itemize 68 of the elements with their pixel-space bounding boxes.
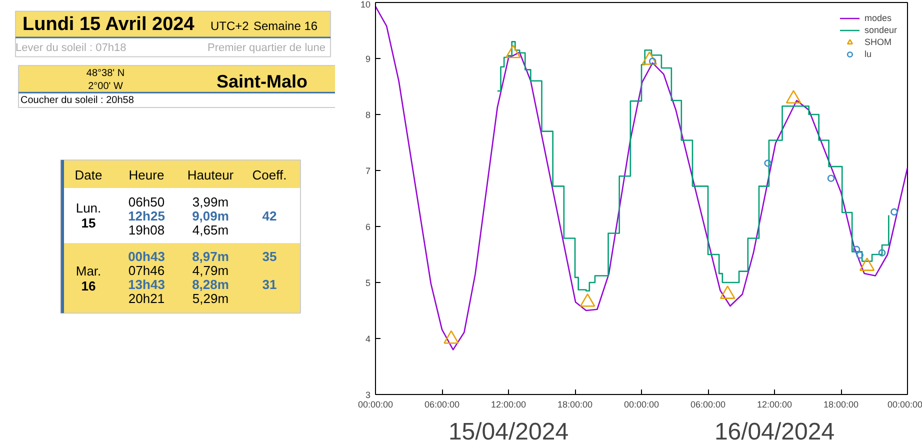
- text: 48°38' N: [86, 68, 125, 79]
- line-series: [376, 6, 908, 350]
- legend-label: modes: [864, 13, 892, 23]
- text: 42: [262, 208, 277, 224]
- point: [856, 251, 864, 259]
- y-tick-label: 4: [365, 334, 371, 344]
- text: Semaine 16: [254, 19, 318, 34]
- text: 35: [262, 248, 277, 264]
- x-tick-label: 12:00:00: [490, 400, 526, 410]
- text: Date: [74, 167, 102, 182]
- point: [852, 246, 860, 254]
- text: 15: [81, 216, 96, 230]
- text: Lever du soleil : 07h18: [16, 42, 126, 54]
- text: Lun.: [76, 200, 102, 216]
- x-tick-label: 18:00:00: [823, 400, 859, 410]
- y-tick-label: 8: [365, 110, 371, 120]
- y-tick-label: 6: [365, 222, 371, 232]
- text: 20h21: [128, 290, 165, 306]
- text: 4,79m: [192, 262, 229, 278]
- point: [878, 249, 886, 256]
- text: Heure: [128, 167, 164, 182]
- point: [580, 293, 596, 307]
- text: 3,99m: [192, 194, 229, 210]
- text: 06h50: [128, 194, 165, 210]
- point: [890, 208, 898, 216]
- text: Coeff.: [252, 167, 287, 182]
- text: 12h25: [128, 208, 165, 224]
- legend-label: sondeur: [864, 25, 897, 35]
- text: 19h08: [128, 222, 165, 238]
- x-tick-label: 06:00:00: [690, 400, 726, 410]
- text: 15/04/2024: [448, 418, 569, 446]
- y-tick-label: 10: [360, 0, 371, 10]
- text: Hauteur: [187, 167, 234, 182]
- text: 4,65m: [192, 222, 229, 238]
- y-tick-label: 3: [365, 390, 371, 400]
- y-tick-label: 5: [365, 278, 371, 288]
- x-tick-label: 18:00:00: [557, 400, 593, 410]
- point: [827, 174, 835, 182]
- legend-label: lu: [864, 49, 872, 59]
- text: 07h46: [128, 262, 165, 278]
- text: Lundi 15 Avril 2024: [22, 14, 195, 35]
- text: 8,97m: [192, 248, 229, 264]
- point: [764, 160, 772, 167]
- point: [444, 330, 459, 344]
- point: [859, 258, 875, 271]
- text: UTC+2: [210, 19, 250, 34]
- x-tick-label: 12:00:00: [756, 400, 792, 410]
- text: 9,09m: [192, 208, 229, 224]
- legend-label: SHOM: [864, 37, 892, 47]
- text: 00h43: [128, 248, 165, 264]
- x-tick-label: 06:00:00: [424, 400, 460, 410]
- x-tick-label: 00:00:00: [624, 400, 660, 410]
- x-tick-label: 00:00:00: [358, 400, 394, 410]
- text: 5,29m: [192, 290, 229, 306]
- text: Premier quartier de lune: [207, 42, 326, 54]
- text: 16: [81, 278, 96, 294]
- text: Coucher du soleil : 20h58: [20, 95, 134, 106]
- text: 31: [262, 276, 277, 292]
- text: Saint-Malo: [216, 71, 308, 92]
- y-tick-label: 7: [365, 166, 371, 176]
- text: 16/04/2024: [714, 418, 835, 446]
- y-tick-label: 9: [365, 54, 371, 64]
- x-tick-label: 00:00:00: [887, 400, 922, 410]
- text: 8,28m: [192, 276, 229, 292]
- text: 2°00' W: [88, 81, 124, 92]
- text: 13h43: [128, 276, 165, 292]
- point: [720, 286, 736, 299]
- text: Mar.: [76, 264, 102, 279]
